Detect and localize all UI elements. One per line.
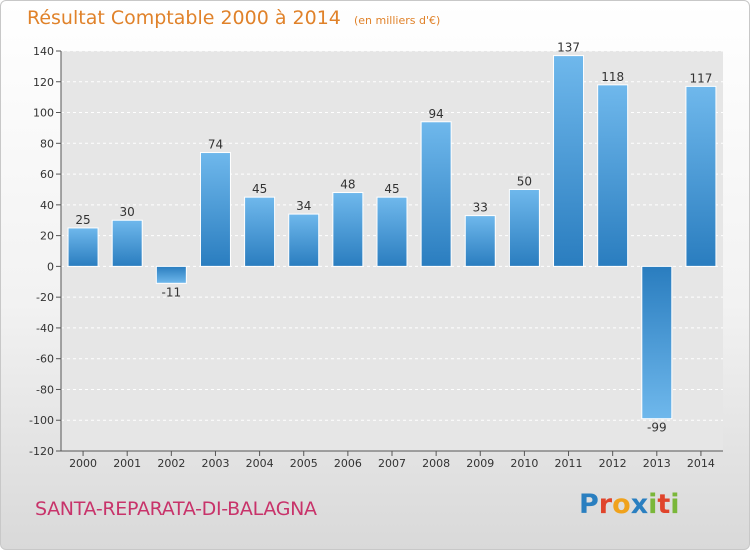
y-tick-label: 40 — [40, 199, 54, 212]
logo-letter: P — [579, 489, 599, 520]
chart-subtitle: (en milliers d'€) — [353, 14, 441, 27]
y-tick-label: 140 — [33, 45, 54, 58]
data-label: 74 — [208, 138, 223, 152]
x-tick-label: 2014 — [687, 457, 715, 470]
chart-title: Résultat Comptable 2000 à 2014 — [27, 7, 341, 29]
y-tick-label: 120 — [33, 76, 54, 89]
data-label: 45 — [252, 182, 267, 196]
x-tick-label: 2004 — [246, 457, 274, 470]
logo-letter: t — [657, 489, 671, 520]
logo-letter: x — [630, 489, 649, 520]
proxiti-logo[interactable]: Proxiti — [579, 489, 680, 520]
bar — [155, 265, 187, 284]
data-label: 137 — [557, 41, 580, 55]
y-tick-label: -120 — [29, 445, 54, 458]
data-label: 33 — [473, 201, 488, 215]
bar — [553, 55, 585, 267]
logo-letter: i — [670, 489, 680, 520]
x-tick-label: 2013 — [643, 457, 671, 470]
bar — [244, 196, 276, 267]
bar — [376, 196, 408, 267]
bar — [641, 265, 673, 420]
data-label: 117 — [689, 71, 712, 85]
title-row: Résultat Comptable 2000 à 2014 (en milli… — [27, 7, 440, 29]
bar — [420, 121, 452, 267]
x-tick-label: 2012 — [599, 457, 627, 470]
bar — [111, 219, 143, 267]
bar — [332, 192, 364, 267]
bar — [67, 227, 99, 267]
bar — [508, 188, 540, 267]
data-label: 48 — [340, 178, 355, 192]
bar — [597, 84, 629, 267]
x-tick-label: 2002 — [157, 457, 185, 470]
data-label: -11 — [162, 285, 182, 299]
data-label: 25 — [75, 213, 90, 227]
data-label: -99 — [647, 421, 667, 435]
logo-letter: r — [598, 489, 613, 520]
y-tick-label: 20 — [40, 230, 54, 243]
y-tick-label: -80 — [36, 383, 54, 396]
y-tick-label: 60 — [40, 168, 54, 181]
x-tick-label: 2010 — [510, 457, 538, 470]
data-label: 30 — [120, 205, 135, 219]
y-tick-label: -100 — [29, 414, 54, 427]
data-label: 34 — [296, 199, 311, 213]
y-tick-label: -60 — [36, 353, 54, 366]
y-tick-label: 0 — [47, 260, 54, 273]
data-label: 118 — [601, 70, 624, 84]
x-tick-label: 2005 — [290, 457, 318, 470]
x-tick-label: 2000 — [69, 457, 97, 470]
bar — [685, 85, 717, 267]
data-label: 50 — [517, 174, 532, 188]
y-tick-label: -20 — [36, 291, 54, 304]
y-tick-label: -40 — [36, 322, 54, 335]
commune-name: SANTA-REPARATA-DI-BALAGNA — [35, 498, 317, 520]
x-tick-label: 2001 — [113, 457, 141, 470]
bar — [288, 213, 320, 267]
y-tick-label: 80 — [40, 137, 54, 150]
logo-letter: o — [612, 489, 631, 520]
data-label: 94 — [428, 107, 443, 121]
bar — [464, 215, 496, 267]
data-label: 45 — [384, 182, 399, 196]
bar — [199, 152, 231, 267]
x-tick-label: 2006 — [334, 457, 362, 470]
x-tick-label: 2008 — [422, 457, 450, 470]
x-tick-label: 2011 — [555, 457, 583, 470]
logo-letter: i — [648, 489, 658, 520]
x-tick-label: 2009 — [466, 457, 494, 470]
x-tick-label: 2007 — [378, 457, 406, 470]
y-tick-label: 100 — [33, 107, 54, 120]
x-tick-label: 2003 — [201, 457, 229, 470]
